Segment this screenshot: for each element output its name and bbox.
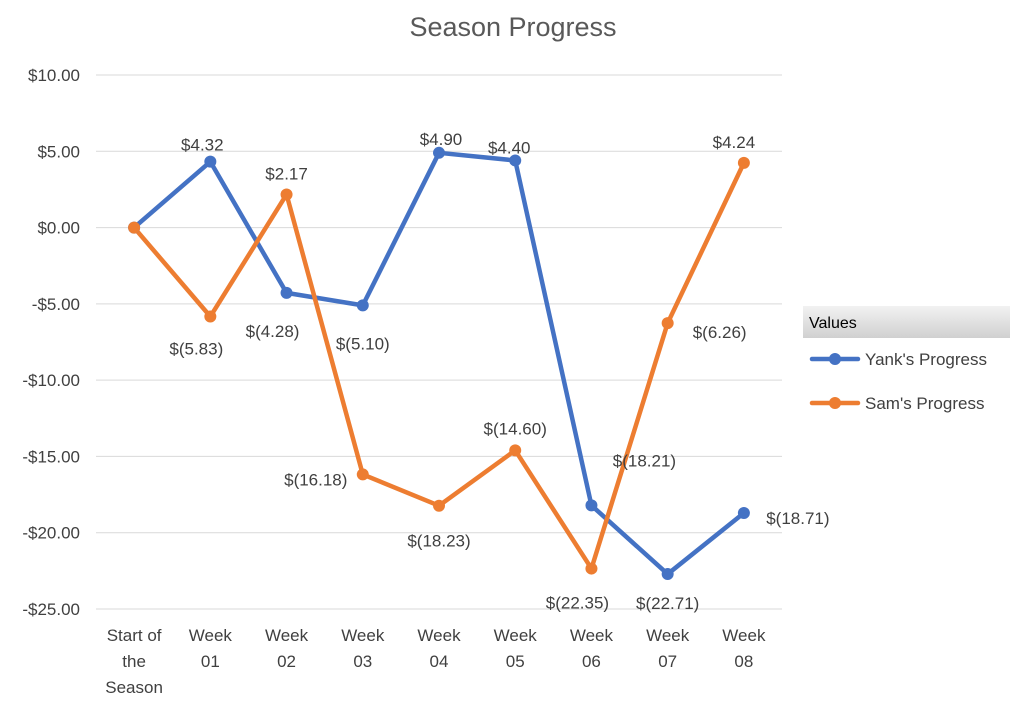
legend-header: Values	[809, 315, 857, 332]
x-tick-label-line: Week	[494, 626, 538, 645]
series-0-point	[356, 299, 369, 312]
data-label: $(16.18)	[284, 470, 347, 489]
y-tick-label: $0.00	[37, 219, 80, 238]
y-tick-label: -$25.00	[22, 600, 80, 619]
x-tick-label: Week 08	[722, 626, 766, 671]
series-0-point	[280, 286, 293, 299]
x-tick-label-line: 05	[506, 652, 525, 671]
series-1-point	[204, 310, 217, 323]
x-tick-label: Week 03	[341, 626, 385, 671]
series-1-point	[280, 188, 293, 201]
x-tick-label-line: 01	[201, 652, 220, 671]
chart-title: Season Progress	[409, 12, 616, 42]
data-label: $4.40	[488, 138, 531, 157]
legend-marker	[829, 397, 841, 409]
data-label: $4.24	[713, 133, 756, 152]
legend-items: Yank's Progress Sam's Progress	[809, 350, 987, 413]
x-tick-label-line: 07	[658, 652, 677, 671]
y-tick-label: $5.00	[37, 142, 80, 161]
data-label: $(18.21)	[613, 451, 676, 470]
data-label: $(5.83)	[169, 340, 223, 359]
data-label: $2.17	[265, 164, 308, 183]
x-tick-label-line: Week	[341, 626, 385, 645]
x-tick-label-line: Week	[646, 626, 690, 645]
x-tick-label-line: Start of	[107, 626, 162, 645]
x-tick-label-line: the	[122, 652, 146, 671]
series-0-point	[661, 568, 674, 581]
legend-marker	[829, 353, 841, 365]
series-1-point	[585, 562, 598, 575]
x-tick-label-line: 06	[582, 652, 601, 671]
y-axis-tick-labels: $10.00 $5.00 $0.00 -$5.00 -$10.00 -$15.00 -$20…	[22, 66, 80, 619]
data-label: $(4.28)	[246, 322, 300, 341]
x-tick-label: Week 02	[265, 626, 309, 671]
data-label: $(18.23)	[407, 532, 470, 551]
x-tick-label-line: Week	[189, 626, 233, 645]
data-label: $(5.10)	[336, 334, 390, 353]
x-tick-label-line: 04	[430, 652, 449, 671]
series-0-point	[204, 155, 217, 168]
series-1-point	[128, 221, 141, 234]
x-tick-label: Start of the Season	[105, 626, 163, 697]
legend-entry: Yank's Progress	[865, 350, 987, 369]
x-tick-label-line: Week	[265, 626, 309, 645]
series-0-point	[585, 499, 598, 512]
data-labels: $4.32 $(4.28) $(5.10) $4.90 $4.40 $(18.21) $(2…	[169, 130, 829, 613]
y-tick-label: -$20.00	[22, 524, 80, 543]
x-tick-label: Week 01	[189, 626, 233, 671]
x-tick-label: Week 07	[646, 626, 690, 671]
data-label: $(22.71)	[636, 594, 699, 613]
x-tick-label-line: Week	[417, 626, 461, 645]
x-tick-label-line: Week	[570, 626, 614, 645]
legend-entry: Sam's Progress	[865, 394, 984, 413]
series-1-point	[661, 317, 674, 330]
legend: Values Yank's Progress Sam's Progress	[803, 306, 1010, 413]
series-1-point	[433, 499, 445, 512]
x-tick-label-line: Week	[722, 626, 766, 645]
x-tick-label-line: 08	[734, 652, 753, 671]
data-label: $(6.26)	[693, 323, 747, 342]
data-label: $(18.71)	[766, 509, 829, 528]
y-tick-label: -$5.00	[32, 295, 80, 314]
data-label: $(22.35)	[546, 594, 609, 613]
x-axis-tick-labels: Start of the Season Week 01 Week 02 Week 03 Week 0…	[105, 626, 766, 697]
data-label: $(14.60)	[484, 419, 547, 438]
x-tick-label-line: 02	[277, 652, 296, 671]
series-lines	[128, 146, 750, 581]
x-tick-label: Week 05	[494, 626, 538, 671]
data-label: $4.90	[420, 130, 463, 149]
y-tick-label: $10.00	[28, 66, 80, 85]
x-tick-label: Week 04	[417, 626, 461, 671]
y-tick-label: -$15.00	[22, 447, 80, 466]
series-0-point	[737, 507, 750, 520]
legend-header-background	[803, 306, 1010, 338]
series-0-point	[433, 146, 445, 159]
data-label: $4.32	[181, 136, 224, 155]
x-tick-label: Week 06	[570, 626, 614, 671]
series-1-point	[737, 156, 750, 169]
x-tick-label-line: 03	[353, 652, 372, 671]
series-1-point	[509, 444, 522, 457]
series-1-point	[356, 468, 369, 481]
series-0-point	[509, 154, 522, 167]
x-tick-label-line: Season	[105, 678, 163, 697]
gridlines	[96, 74, 782, 610]
y-tick-label: -$10.00	[22, 371, 80, 390]
